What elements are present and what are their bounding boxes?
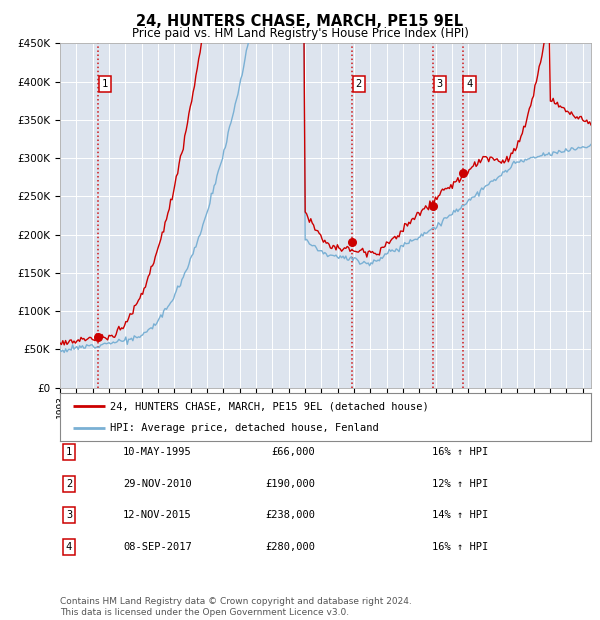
Text: £238,000: £238,000: [265, 510, 315, 520]
Text: £66,000: £66,000: [271, 447, 315, 457]
Text: 2: 2: [356, 79, 362, 89]
Text: 12-NOV-2015: 12-NOV-2015: [123, 510, 192, 520]
Text: £190,000: £190,000: [265, 479, 315, 489]
Text: 3: 3: [437, 79, 443, 89]
Text: 2: 2: [66, 479, 72, 489]
Text: HPI: Average price, detached house, Fenland: HPI: Average price, detached house, Fenl…: [110, 423, 379, 433]
Text: 24, HUNTERS CHASE, MARCH, PE15 9EL (detached house): 24, HUNTERS CHASE, MARCH, PE15 9EL (deta…: [110, 401, 429, 411]
Text: 1: 1: [66, 447, 72, 457]
Text: 3: 3: [66, 510, 72, 520]
Text: Contains HM Land Registry data © Crown copyright and database right 2024.
This d: Contains HM Land Registry data © Crown c…: [60, 598, 412, 617]
Text: 4: 4: [466, 79, 473, 89]
Text: 24, HUNTERS CHASE, MARCH, PE15 9EL: 24, HUNTERS CHASE, MARCH, PE15 9EL: [136, 14, 464, 29]
Text: 10-MAY-1995: 10-MAY-1995: [123, 447, 192, 457]
Text: 4: 4: [66, 542, 72, 552]
Text: 1: 1: [101, 79, 108, 89]
Text: 08-SEP-2017: 08-SEP-2017: [123, 542, 192, 552]
Text: 29-NOV-2010: 29-NOV-2010: [123, 479, 192, 489]
Text: 16% ↑ HPI: 16% ↑ HPI: [432, 542, 488, 552]
Text: 12% ↑ HPI: 12% ↑ HPI: [432, 479, 488, 489]
Text: £280,000: £280,000: [265, 542, 315, 552]
Text: 16% ↑ HPI: 16% ↑ HPI: [432, 447, 488, 457]
Text: 14% ↑ HPI: 14% ↑ HPI: [432, 510, 488, 520]
Text: Price paid vs. HM Land Registry's House Price Index (HPI): Price paid vs. HM Land Registry's House …: [131, 27, 469, 40]
